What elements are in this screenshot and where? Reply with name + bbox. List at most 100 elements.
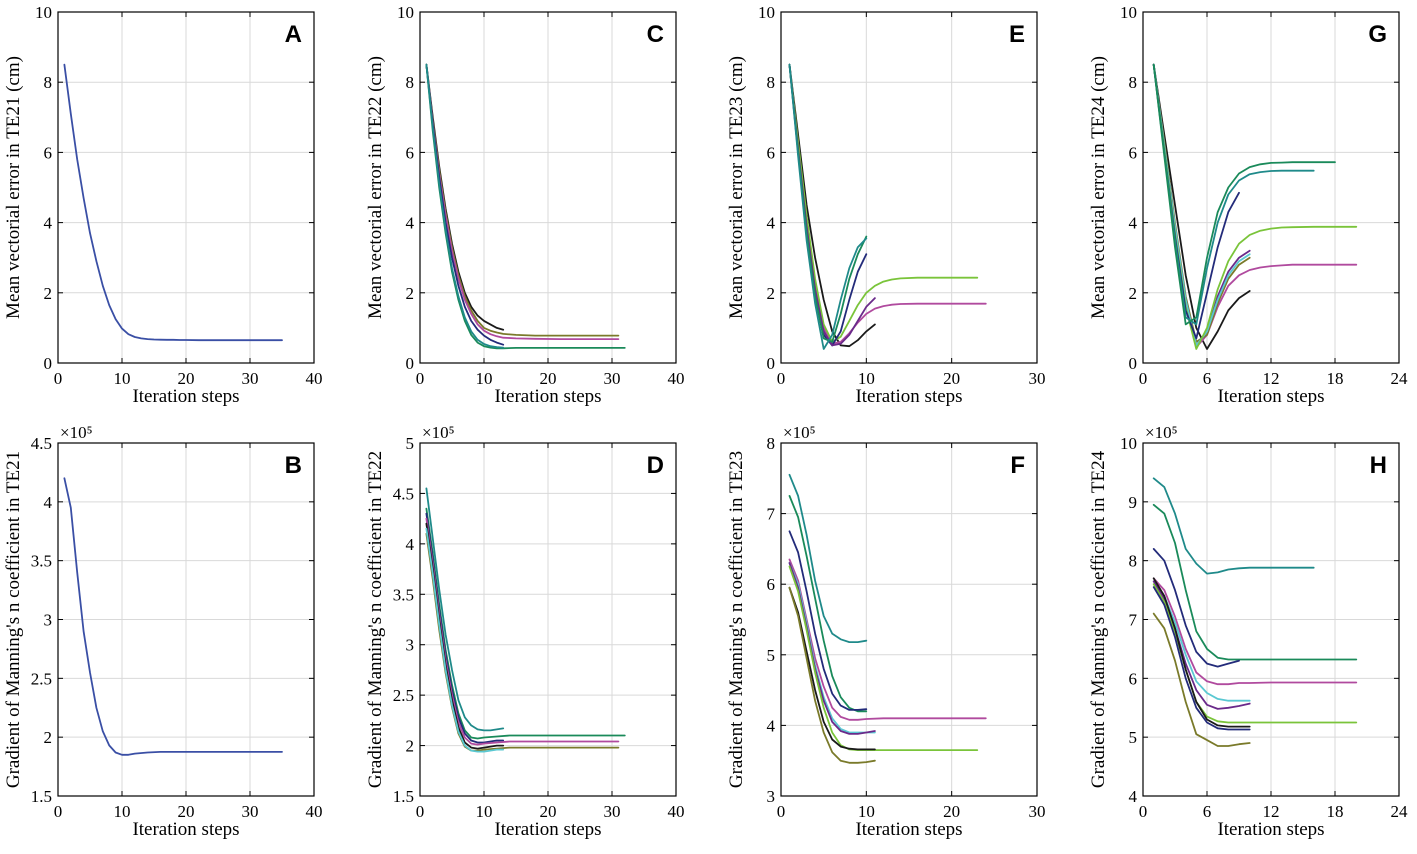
panel-h: 0 6 12 18 24 4 5 6 7 8 9 10 ×10⁵ Iteration steps Gradi… (1088, 423, 1408, 840)
series-line-7 (788, 63, 868, 350)
series-line-1 (63, 63, 283, 342)
x-tick-label: 10 (114, 802, 131, 821)
panel-b: 0 10 20 30 40 1.5 2 2.5 3 3.5 4 4.5 ×10⁵ Iteration st… (3, 423, 323, 840)
series-line-1 (425, 487, 505, 732)
y-tick-label: 8 (1129, 552, 1138, 571)
y-tick-label: 10 (1120, 3, 1137, 22)
x-tick-label: 20 (178, 802, 195, 821)
y-tick-label: 2 (406, 737, 415, 756)
y-tick-label: 6 (1129, 669, 1138, 688)
y-axis-label: Mean vectorial error in TE23 (cm) (726, 56, 747, 319)
series-line-9 (788, 586, 876, 764)
x-axis-label: Iteration steps (855, 386, 962, 407)
y-axis-label: Gradient of Manning's n coefficient in T… (726, 451, 747, 788)
y-tick-label: 6 (767, 143, 776, 162)
y-tick-label: 10 (758, 3, 775, 22)
y-axis-label: Mean vectorial error in TE22 (cm) (365, 56, 386, 319)
x-axis-label: Iteration steps (494, 819, 601, 840)
panel-letter: D (647, 452, 664, 479)
x-tick-label: 20 (540, 802, 557, 821)
x-tick-label: 0 (1139, 369, 1148, 388)
y-tick-label: 9 (1129, 493, 1138, 512)
y-tick-label: 0 (767, 354, 776, 373)
y-tick-label: 2 (767, 284, 776, 303)
y-tick-label: 0 (44, 354, 53, 373)
exponent-label: ×10⁵ (422, 423, 455, 442)
series-line-5 (425, 63, 626, 350)
panel-letter: C (647, 21, 664, 48)
y-tick-label: 2 (406, 284, 415, 303)
panel-d: 0 10 20 30 40 1.5 2 2.5 3 3.5 4 4.5 5 ×10⁵ Iteration s… (365, 423, 685, 840)
series-line-1 (425, 63, 505, 331)
series-line-3 (425, 63, 620, 341)
y-tick-label: 3 (406, 636, 415, 655)
series-line-6 (425, 63, 505, 349)
series-line-4 (425, 63, 505, 346)
x-tick-label: 30 (1029, 802, 1046, 821)
x-tick-label: 30 (242, 802, 259, 821)
y-axis-label: Gradient of Manning's n coefficient in T… (1088, 450, 1109, 788)
y-tick-label: 7 (767, 505, 776, 524)
x-tick-label: 0 (54, 369, 63, 388)
x-tick-label: 0 (54, 802, 63, 821)
x-tick-label: 20 (540, 369, 557, 388)
x-axis-label: Iteration steps (132, 386, 239, 407)
x-tick-label: 40 (306, 369, 323, 388)
y-tick-label: 2 (1129, 284, 1138, 303)
panel-letter: G (1368, 21, 1387, 48)
y-tick-label: 4 (406, 535, 415, 554)
y-axis-label: Gradient of Manning's n coefficient in T… (365, 451, 386, 788)
x-tick-label: 10 (858, 369, 875, 388)
y-tick-label: 7 (1129, 611, 1138, 630)
series-line-9 (1152, 63, 1336, 326)
y-tick-label: 6 (767, 575, 776, 594)
series-line-5 (1152, 580, 1251, 702)
series-line-7 (425, 527, 505, 753)
plot-frame (780, 442, 1038, 797)
exponent-label: ×10⁵ (1145, 423, 1178, 442)
y-tick-label: 0 (406, 354, 415, 373)
y-tick-label: 6 (1129, 143, 1138, 162)
x-tick-label: 0 (777, 802, 786, 821)
panel-letter: H (1370, 452, 1387, 479)
x-tick-label: 12 (1263, 369, 1280, 388)
y-tick-label: 4 (767, 214, 776, 233)
series-line-8 (1152, 63, 1315, 326)
x-tick-label: 10 (858, 802, 875, 821)
x-axis-label: Iteration steps (1217, 819, 1324, 840)
x-axis-label: Iteration steps (1217, 386, 1324, 407)
y-tick-label: 3.5 (31, 552, 52, 571)
y-tick-label: 4.5 (393, 484, 414, 503)
y-axis-label: Mean vectorial error in TE21 (cm) (3, 56, 24, 319)
x-tick-label: 24 (1391, 802, 1409, 821)
x-tick-label: 18 (1327, 802, 1344, 821)
y-tick-label: 6 (406, 143, 415, 162)
x-tick-label: 0 (777, 369, 786, 388)
y-axis-label: Mean vectorial error in TE24 (cm) (1088, 56, 1109, 319)
x-tick-label: 18 (1327, 369, 1344, 388)
x-tick-label: 0 (1139, 802, 1148, 821)
series-line-3 (788, 63, 979, 343)
x-tick-label: 10 (114, 369, 131, 388)
series-line-3 (788, 530, 868, 711)
y-tick-label: 6 (44, 143, 53, 162)
x-tick-label: 30 (1029, 369, 1046, 388)
series-line-4 (788, 558, 987, 721)
x-tick-label: 40 (306, 802, 323, 821)
y-tick-label: 8 (44, 73, 53, 92)
x-tick-label: 20 (943, 369, 960, 388)
series-line-3 (425, 512, 505, 744)
y-tick-label: 10 (35, 3, 52, 22)
x-tick-label: 30 (604, 369, 621, 388)
y-tick-label: 10 (397, 3, 414, 22)
y-tick-label: 3 (767, 787, 776, 806)
series-line-10 (1152, 612, 1251, 747)
series-line-4 (788, 63, 868, 347)
series-line-4 (1152, 577, 1358, 686)
y-tick-label: 8 (767, 73, 776, 92)
y-tick-label: 2.5 (393, 686, 414, 705)
exponent-label: ×10⁵ (60, 423, 93, 442)
